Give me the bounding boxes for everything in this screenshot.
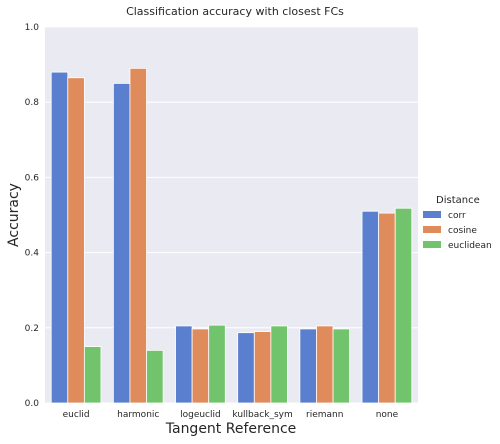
bar (361, 210, 380, 404)
bar (112, 83, 131, 404)
bar (270, 325, 288, 404)
bar (191, 328, 210, 404)
y-tick-label: 0.8 (25, 98, 40, 108)
x-axis-title: Tangent Reference (165, 421, 297, 437)
bar (129, 67, 147, 404)
legend-label: euclidean (448, 241, 492, 251)
legend-swatch (423, 241, 441, 248)
x-tick-label: riemann (306, 410, 343, 420)
legend-title: Distance (436, 195, 480, 206)
legend-swatch (423, 211, 441, 218)
bar (299, 328, 317, 404)
bar (83, 346, 102, 404)
legend-label: corr (448, 211, 466, 221)
bar (50, 71, 69, 404)
y-tick-label: 0.6 (25, 173, 40, 183)
gridlines (45, 26, 418, 404)
bar (208, 324, 226, 404)
plot-area (45, 27, 418, 403)
y-axis-title: Accuracy (6, 183, 22, 247)
bar (175, 325, 193, 404)
y-tick-label: 1.0 (25, 23, 40, 33)
chart-title: Classification accuracy with closest FCs (126, 5, 344, 18)
y-tick-label: 0.4 (25, 249, 40, 259)
bar (237, 332, 255, 404)
legend-label: cosine (448, 226, 477, 236)
x-tick-label: logeuclid (180, 410, 221, 420)
x-axis-ticks: euclid harmonic logeuclid kullback_sym riema… (63, 410, 399, 420)
bar (332, 328, 351, 404)
bar (146, 349, 164, 404)
legend: Distance corr cosine euclidean (423, 195, 492, 251)
x-tick-label: euclid (63, 410, 90, 420)
x-tick-label: none (376, 410, 399, 420)
y-tick-label: 0.2 (25, 324, 39, 334)
legend-swatch (423, 226, 441, 233)
bars (50, 67, 413, 404)
x-tick-label: kullback_sym (232, 410, 292, 420)
bar (316, 325, 334, 404)
bar (67, 77, 85, 404)
bar (253, 331, 272, 404)
y-tick-label: 0.0 (25, 399, 40, 409)
bar (394, 207, 413, 404)
y-axis-ticks: 0.0 0.2 0.4 0.6 0.8 1.0 (25, 23, 40, 409)
bar (378, 212, 396, 404)
x-tick-label: harmonic (117, 410, 159, 420)
